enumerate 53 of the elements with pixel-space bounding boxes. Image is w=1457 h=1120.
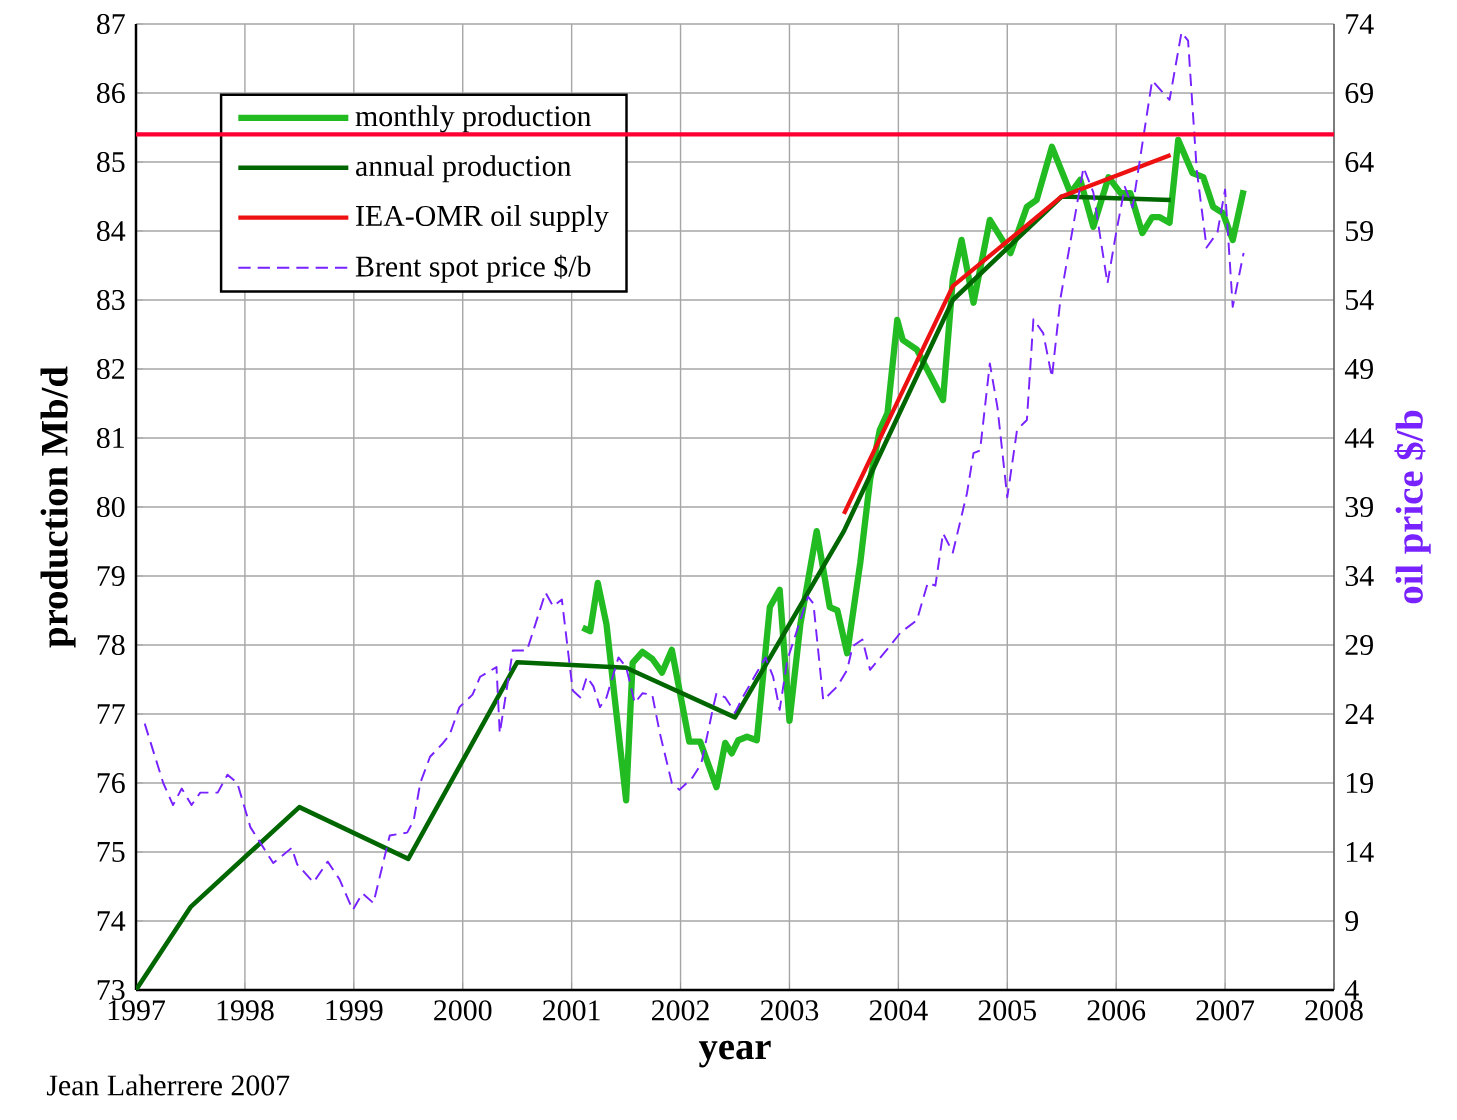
y-tick-label: 83 [96, 289, 125, 311]
x-tick-label: 2005 [978, 1000, 1036, 1021]
y-tick-label: 87 [96, 13, 125, 35]
legend-label: IEA-OMR oil supply [356, 204, 609, 233]
y2-tick-label: 19 [1346, 772, 1373, 794]
y-tick-label: 75 [97, 842, 125, 862]
x-tick-label: 1997 [108, 1000, 166, 1021]
line-series [136, 194, 1173, 990]
y-tick-label: 73 [97, 979, 125, 1001]
y2-tick-label: 34 [1345, 565, 1374, 587]
x-tick-label: 2004 [869, 1000, 928, 1021]
y2-tick-label: 4 [1344, 980, 1359, 1000]
x-tick-label: 1998 [217, 1000, 274, 1021]
legend-label: Brent spot price $/b [355, 254, 591, 283]
y2-tick-label: 44 [1344, 428, 1374, 448]
y2-tick-label: 24 [1345, 704, 1374, 724]
y2-tick-label: 54 [1346, 290, 1374, 310]
y-tick-label: 86 [96, 82, 125, 104]
x-tick-label: 2001 [543, 1000, 600, 1021]
line-series [143, 31, 1245, 911]
x-tick-label: 2007 [1196, 1000, 1255, 1021]
y-tick-label: 78 [97, 634, 125, 656]
y-tick-label: 84 [96, 220, 126, 242]
text: Jean Laherrere 2007 [46, 1074, 290, 1096]
x-axis-title: year [698, 1040, 771, 1068]
y-tick-label: 74 [97, 911, 126, 931]
y-tick-label: 81 [96, 427, 124, 449]
y2-tick-label: 9 [1345, 910, 1359, 932]
x-tick-label: 2006 [1087, 1000, 1146, 1021]
y2-tick-label: 29 [1345, 634, 1373, 656]
x-tick-label: 1999 [326, 1000, 383, 1021]
x-tick-label: 2000 [434, 1000, 492, 1021]
x-tick-label: 2003 [760, 1000, 819, 1021]
y-tick-label: 82 [96, 358, 125, 380]
legend-label: annual production [356, 155, 572, 183]
y2-tick-label: 14 [1346, 842, 1374, 862]
x-tick-label: 2008 [1305, 1000, 1363, 1021]
y-tick-label: 76 [97, 772, 125, 794]
y-tick-label: 77 [97, 704, 125, 724]
y2-tick-label: 39 [1345, 496, 1373, 518]
y-tick-label: 79 [97, 565, 125, 587]
x-tick-label: 2002 [652, 1000, 709, 1021]
y-axis-title: production Mb/d [40, 366, 76, 648]
y2-tick-label: 64 [1345, 151, 1374, 173]
y-tick-label: 85 [96, 151, 125, 173]
y2-tick-label: 49 [1344, 358, 1373, 380]
legend-label: monthly production [355, 105, 592, 133]
line-series [841, 152, 1173, 516]
y2-tick-label: 74 [1346, 14, 1374, 34]
y2-tick-label: 69 [1345, 82, 1373, 104]
y-tick-label: 80 [96, 496, 125, 518]
y2-tick-label: 59 [1346, 220, 1373, 242]
y2-axis-title: oil price $/b [1394, 410, 1431, 604]
